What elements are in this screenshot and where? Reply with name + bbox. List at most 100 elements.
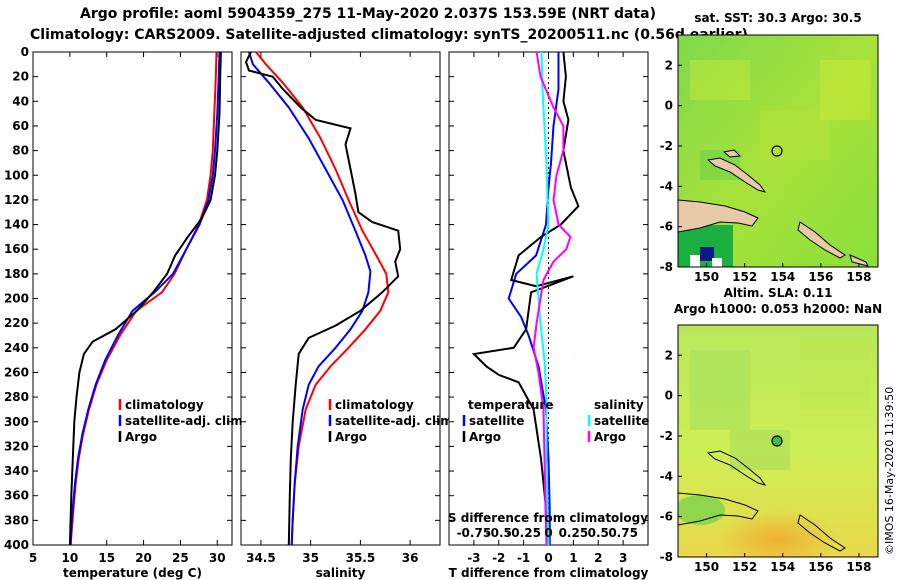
- legend-title-temperature: temperature: [468, 398, 553, 412]
- s-tick-label: -0.5: [486, 526, 512, 540]
- depth-tick-label: 180: [4, 267, 29, 281]
- legend-label: Argo: [594, 430, 626, 444]
- climatology-subtitle: Climatology: CARS2009. Satellite-adjuste…: [30, 27, 748, 43]
- map-x-tick-label: 152: [732, 560, 757, 574]
- map-x-tick-label: 154: [770, 270, 795, 284]
- map-x-tick-label: 158: [846, 560, 871, 574]
- coastline-outline: [678, 492, 759, 526]
- map-x-tick-label: 154: [770, 560, 795, 574]
- depth-tick-label: 260: [4, 365, 29, 379]
- legend-label: satellite-adj. clim.: [125, 414, 247, 428]
- depth-tick-label: 160: [4, 242, 29, 256]
- map-x-tick-label: 156: [808, 560, 833, 574]
- salinity-series-satellite-adj-clim-: [248, 51, 372, 546]
- temperature-xlabel: temperature (deg C): [63, 566, 202, 580]
- map-x-tick-label: 150: [694, 560, 719, 574]
- temperature-panel: 0 20 40 60 80 100 120 140 160 180 200 220 240 260 280 3…: [4, 45, 247, 580]
- map-y-tick-label: 0: [665, 99, 673, 113]
- s-tick-label: 0.25: [559, 526, 589, 540]
- difference-xlabel: T difference from climatology: [449, 566, 649, 580]
- legend-title-salinity: salinity: [594, 398, 644, 412]
- map-x-tick-label: 152: [732, 270, 757, 284]
- salinity-panel: 34.5 35 35.5 36 salinity climatology satellite…: [240, 51, 457, 580]
- x-tick-label: -1: [517, 551, 530, 565]
- x-tick-label: 35.5: [346, 551, 376, 565]
- map-y-tick-label: -4: [660, 469, 673, 483]
- x-tick-label: 34.5: [246, 551, 276, 565]
- map-x-tick-label: 158: [846, 270, 871, 284]
- x-tick-label: 10: [62, 551, 79, 565]
- depth-tick-label: 20: [12, 70, 29, 84]
- map-y-tick-label: 2: [665, 58, 673, 72]
- x-tick-label: 36: [402, 551, 419, 565]
- map-y-tick-label: -6: [660, 510, 673, 524]
- s-tick-label: -0.25: [506, 526, 541, 540]
- s-tick-label: -0.75: [457, 526, 492, 540]
- temperature-series-satellite-adj-clim-: [69, 51, 221, 546]
- depth-tick-label: 140: [4, 218, 29, 232]
- imos-stamp: ©IMOS 16-May-2020 11:39:50: [883, 387, 896, 555]
- sst-map-frame: [677, 34, 879, 268]
- map-x-tick-label: 156: [808, 270, 833, 284]
- depth-tick-label: 340: [4, 464, 29, 478]
- temperature-series-argo: [68, 51, 222, 546]
- x-tick-label: 25: [172, 551, 189, 565]
- s-tick-label: 0.75: [608, 526, 638, 540]
- new-britain-land: [678, 199, 759, 233]
- argo-position-marker-2: [771, 435, 783, 447]
- s-tick-label: 0: [544, 526, 552, 540]
- depth-tick-label: 200: [4, 292, 29, 306]
- legend-label: Argo: [469, 430, 501, 444]
- map-y-tick-label: 0: [665, 389, 673, 403]
- salinity-series-climatology: [255, 51, 390, 546]
- depth-tick-label: 220: [4, 316, 29, 330]
- depth-tick-label: 80: [12, 144, 29, 158]
- sla-map-title-1: Altim. SLA: 0.11: [724, 286, 833, 300]
- depth-tick-label: 300: [4, 415, 29, 429]
- map-y-tick-label: -8: [660, 550, 673, 564]
- depth-tick-label: 320: [4, 439, 29, 453]
- new-ireland-land: [706, 157, 767, 193]
- map-y-tick-label: -4: [660, 179, 673, 193]
- salinity-series-argo: [244, 51, 402, 546]
- salinity-frame: [240, 51, 441, 546]
- map-y-tick-label: -2: [660, 429, 673, 443]
- difference-series-s-argo: [532, 51, 572, 546]
- salinity-xlabel: salinity: [316, 566, 366, 580]
- x-tick-label: 2: [594, 551, 602, 565]
- legend-label: climatology: [335, 398, 414, 412]
- map-x-tick-label: 150: [694, 270, 719, 284]
- x-tick-label: -2: [492, 551, 505, 565]
- legend-label: climatology: [125, 398, 204, 412]
- sla-map-frame: [677, 324, 879, 558]
- x-tick-label: 35: [302, 551, 319, 565]
- legend-label: satellite: [594, 414, 649, 428]
- temperature-frame: [32, 51, 233, 546]
- x-tick-label: 5: [29, 551, 37, 565]
- depth-tick-label: 400: [4, 538, 29, 552]
- map-y-tick-label: -6: [660, 220, 673, 234]
- legend-label: satellite: [469, 414, 524, 428]
- legend-label: satellite-adj. clim.: [335, 414, 457, 428]
- x-tick-label: 20: [135, 551, 152, 565]
- depth-tick-label: 380: [4, 513, 29, 527]
- map-y-tick-label: -2: [660, 139, 673, 153]
- difference-series-s-satellite: [535, 51, 550, 546]
- x-tick-label: -3: [467, 551, 480, 565]
- x-tick-label: 30: [209, 551, 226, 565]
- bougainville-land: [797, 221, 846, 259]
- depth-tick-label: 0: [21, 45, 29, 59]
- legend-label: Argo: [125, 430, 157, 444]
- sst-map: sat. SST: 30.3 Argo: 30.5 150 152 154 156 15…: [660, 11, 879, 284]
- profile-title: Argo profile: aoml 5904359_275 11-May-20…: [80, 6, 656, 22]
- depth-tick-label: 120: [4, 193, 29, 207]
- x-tick-label: 3: [619, 551, 627, 565]
- depth-tick-label: 40: [12, 94, 29, 108]
- argo-position-marker: [771, 145, 783, 157]
- sla-map: Altim. SLA: 0.11 Argo h1000: 0.053 h2000…: [660, 286, 883, 574]
- x-tick-label: 1: [569, 551, 577, 565]
- difference-panel: -3 -2 -1 0 1 2 3T difference from climatology t…: [448, 51, 649, 580]
- map-y-tick-label: -8: [660, 260, 673, 274]
- depth-tick-label: 280: [4, 390, 29, 404]
